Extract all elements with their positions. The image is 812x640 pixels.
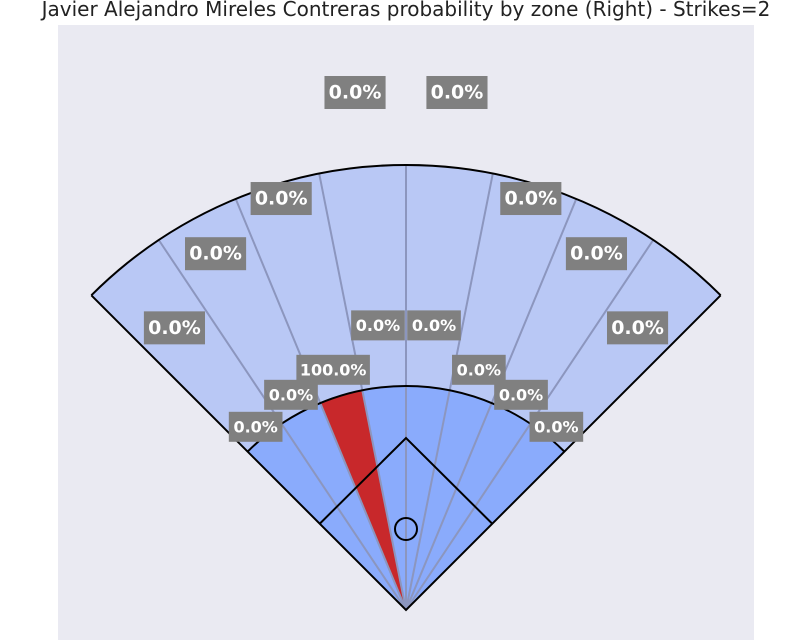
infield-label-3: 100.0% bbox=[300, 360, 367, 379]
outfield-label-1-box bbox=[143, 311, 206, 345]
outfield-label-3: 0.0% bbox=[255, 188, 308, 210]
infield-zone-3 bbox=[320, 390, 406, 610]
infield-label-5-box bbox=[407, 310, 461, 341]
infield-label-1: 0.0% bbox=[233, 417, 277, 436]
infield-zones bbox=[247, 386, 565, 610]
outfield-label-1: 0.0% bbox=[148, 317, 201, 339]
outfield-label-2: 0.0% bbox=[189, 243, 242, 265]
outfield-label-6: 0.0% bbox=[504, 188, 557, 210]
zone-divider bbox=[405, 173, 494, 611]
infield-label-1-box bbox=[228, 411, 283, 442]
infield-zone-6 bbox=[406, 390, 492, 610]
field-outline bbox=[90, 164, 722, 612]
outfield-label-3-box bbox=[250, 182, 312, 216]
outfield-label-8: 0.0% bbox=[611, 317, 664, 339]
outfield-label-2-box bbox=[185, 237, 247, 271]
zone-divider bbox=[318, 173, 407, 611]
outfield-label-7: 0.0% bbox=[570, 243, 623, 265]
outfield-label-8-box bbox=[606, 311, 669, 345]
infield-label-4: 0.0% bbox=[356, 316, 400, 335]
zone-divider bbox=[405, 198, 578, 611]
outfield-zone-8 bbox=[530, 240, 721, 452]
infield-label-7-box bbox=[494, 379, 548, 410]
zone-labels: 0.0% 0.0% 0.0% 0.0% 0.0% 0.0% 0.0% 0.0% 0.0% 0.0%… bbox=[143, 76, 669, 442]
infield-label-8: 0.0% bbox=[534, 417, 578, 436]
infield-zone-2 bbox=[281, 403, 406, 610]
infield-zone-7 bbox=[406, 403, 531, 610]
infield-label-4-box bbox=[351, 310, 405, 341]
zone-divider bbox=[234, 198, 407, 611]
chart-title: Javier Alejandro Mireles Contreras proba… bbox=[40, 0, 771, 21]
infield-label-7: 0.0% bbox=[499, 385, 543, 404]
outfield-zone-6 bbox=[449, 173, 577, 404]
outfield-label-5-box bbox=[426, 76, 488, 109]
outfield-label-6-box bbox=[500, 182, 562, 216]
outfield-label-5: 0.0% bbox=[431, 82, 484, 104]
outfield-fence bbox=[90, 164, 722, 297]
pitchers-mound bbox=[394, 517, 418, 541]
outfield-label-4-box bbox=[324, 76, 386, 109]
outfield-zone-1 bbox=[91, 240, 282, 452]
foul-lines bbox=[90, 294, 722, 612]
infield-label-2: 0.0% bbox=[269, 385, 313, 404]
infield-label-3-box bbox=[296, 354, 370, 385]
infield-label-6: 0.0% bbox=[457, 360, 501, 379]
infield-label-5: 0.0% bbox=[412, 316, 456, 335]
infield-arc bbox=[246, 385, 566, 453]
outfield-zone-3 bbox=[235, 173, 363, 404]
infield-diamond bbox=[319, 436, 493, 525]
infield-label-8-box bbox=[529, 411, 584, 442]
outfield-label-4: 0.0% bbox=[329, 82, 382, 104]
outfield-label-7-box bbox=[565, 237, 627, 271]
